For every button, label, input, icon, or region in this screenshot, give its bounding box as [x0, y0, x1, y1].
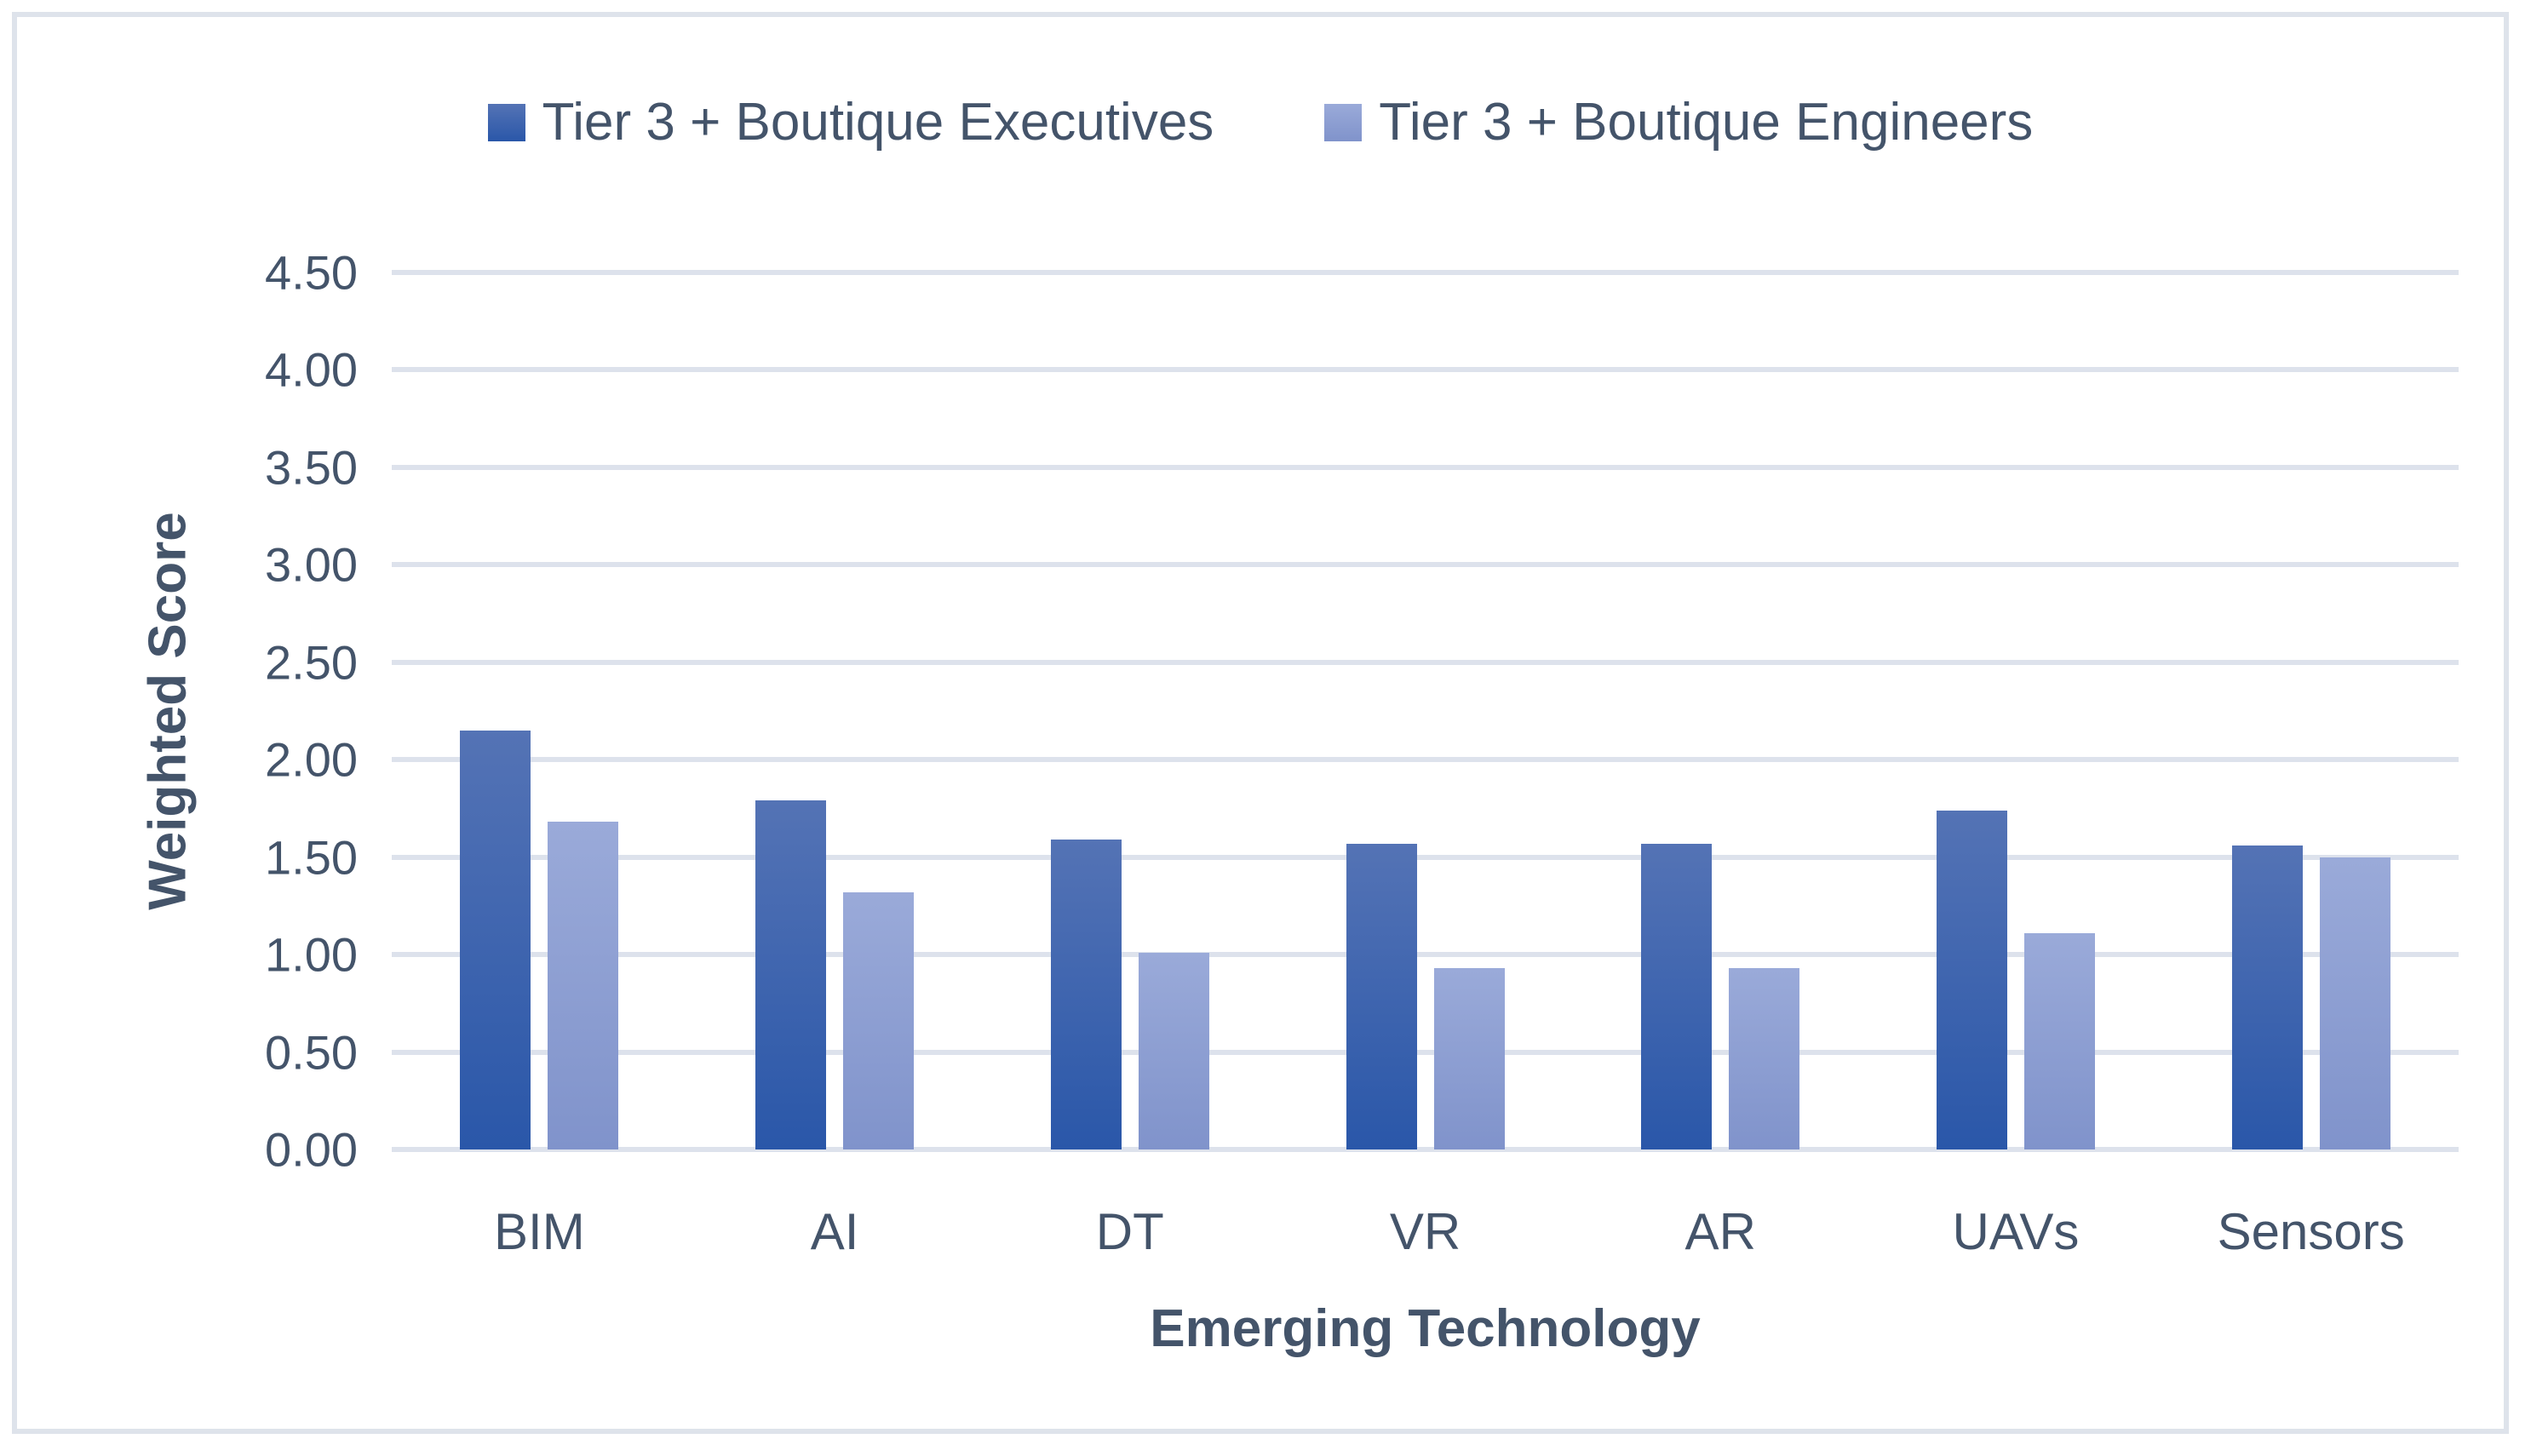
legend-entry-engineers: Tier 3 + Boutique Engineers — [1324, 92, 2033, 152]
y-tick-label: 4.00 — [265, 342, 358, 397]
bar-group-ar — [1573, 272, 1868, 1149]
bar-group-bim — [392, 272, 687, 1149]
legend-swatch-executives-icon — [487, 103, 525, 141]
y-tick-label: 3.50 — [265, 440, 358, 495]
bar-executives-vr — [1346, 843, 1417, 1149]
legend-entry-executives: Tier 3 + Boutique Executives — [487, 92, 1214, 152]
y-tick-label: 2.50 — [265, 635, 358, 690]
y-tick-label: 4.50 — [265, 245, 358, 300]
legend-label-executives: Tier 3 + Boutique Executives — [542, 93, 1214, 152]
y-tick-label: 0.00 — [265, 1122, 358, 1177]
y-axis-tick-labels: 0.00 0.50 1.00 1.50 2.00 2.50 3.00 3.50 4.00 4.50 — [17, 246, 358, 1177]
gridline — [392, 270, 2459, 275]
y-tick-label: 1.50 — [265, 830, 358, 885]
bar-engineers-vr — [1433, 968, 1505, 1149]
legend-label-engineers: Tier 3 + Boutique Engineers — [1379, 93, 2034, 152]
bar-group-dt — [982, 272, 1277, 1149]
y-tick-label: 3.00 — [265, 537, 358, 592]
y-tick-label: 2.00 — [265, 732, 358, 787]
bar-group-vr — [1277, 272, 1573, 1149]
bar-engineers-ai — [843, 891, 915, 1149]
gridline — [392, 659, 2459, 665]
legend-swatch-engineers-icon — [1324, 103, 1363, 141]
x-tick-label-vr: VR — [1389, 1203, 1461, 1260]
y-tick-label: 0.50 — [265, 1025, 358, 1080]
chart-frame: Tier 3 + Boutique Executives Tier 3 + Bo… — [12, 12, 2509, 1434]
x-tick-label-dt: DT — [1095, 1203, 1164, 1260]
bar-group-ai — [687, 272, 983, 1149]
x-tick-label-ai: AI — [810, 1203, 859, 1260]
bar-executives-ai — [755, 800, 827, 1149]
x-tick-label-bim: BIM — [494, 1203, 585, 1260]
x-axis-title: Emerging Technology — [1150, 1299, 1701, 1358]
gridline — [392, 1147, 2459, 1152]
legend: Tier 3 + Boutique Executives Tier 3 + Bo… — [17, 92, 2504, 152]
gridline — [392, 952, 2459, 958]
bar-executives-dt — [1050, 840, 1122, 1149]
bar-group-sensors — [2163, 272, 2459, 1149]
bar-engineers-ar — [1729, 968, 1800, 1149]
plot-area — [392, 270, 2459, 1152]
bar-group-uavs — [1868, 272, 2164, 1149]
x-tick-label-uavs: UAVs — [1952, 1203, 2080, 1260]
bar-executives-ar — [1641, 843, 1713, 1149]
y-tick-label: 1.00 — [265, 927, 358, 982]
gridline — [392, 367, 2459, 373]
bar-executives-sensors — [2231, 845, 2303, 1149]
bar-executives-uavs — [1936, 810, 2007, 1149]
gridline — [392, 757, 2459, 763]
gridline — [392, 562, 2459, 568]
x-tick-label-sensors: Sensors — [2217, 1203, 2405, 1260]
bar-engineers-uavs — [2023, 932, 2095, 1149]
bar-groups — [392, 272, 2459, 1149]
x-axis-labels: BIM AI DT VR AR UAVs Sensors — [392, 1202, 2459, 1261]
bar-engineers-dt — [1138, 952, 1209, 1149]
bar-engineers-bim — [548, 822, 619, 1149]
gridline — [392, 854, 2459, 860]
gridline — [392, 1049, 2459, 1055]
bar-engineers-sensors — [2319, 857, 2390, 1149]
gridline — [392, 464, 2459, 470]
x-tick-label-ar: AR — [1684, 1203, 1756, 1260]
bar-executives-bim — [460, 730, 531, 1149]
